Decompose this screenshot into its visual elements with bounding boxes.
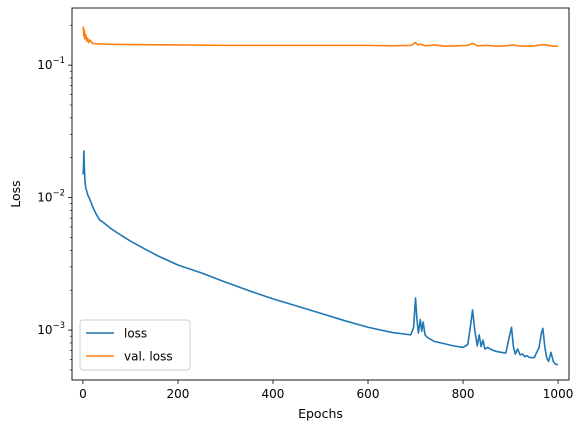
series-line-loss	[82, 150, 559, 366]
y-tick-label: 10−2	[37, 189, 65, 205]
y-tick-label: 10−3	[37, 321, 65, 337]
x-axis-label: Epochs	[298, 406, 343, 421]
legend: loss val. loss	[79, 319, 191, 371]
x-tick-label: 600	[357, 387, 380, 401]
x-tick-label: 0	[79, 387, 87, 401]
x-tick-label: 1000	[543, 387, 574, 401]
x-tick-label: 800	[452, 387, 475, 401]
legend-label-val-loss: val. loss	[124, 350, 173, 364]
y-tick-label: 10−1	[37, 56, 65, 72]
y-axis-label: Loss	[8, 180, 23, 207]
series-line-val-loss	[82, 26, 559, 48]
plot-frame	[71, 7, 570, 381]
series-layer	[82, 26, 559, 366]
x-tick-label: 200	[167, 387, 190, 401]
x-axis: 0 200 400 600 800 1000	[79, 380, 573, 401]
x-tick-label: 400	[262, 387, 285, 401]
y-axis: 10−3 10−2 10−1	[37, 24, 72, 371]
legend-label-loss: loss	[124, 327, 147, 341]
